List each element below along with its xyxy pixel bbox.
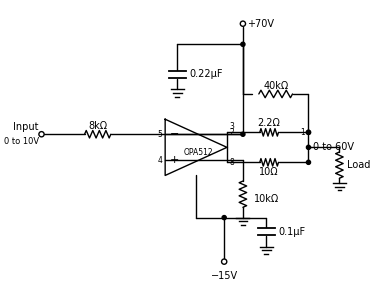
Text: 3: 3: [230, 122, 235, 131]
Text: 5: 5: [157, 130, 162, 139]
Text: −15V: −15V: [211, 271, 238, 281]
Circle shape: [307, 130, 311, 134]
Text: 4: 4: [157, 156, 162, 165]
Circle shape: [240, 21, 246, 26]
Text: 8: 8: [230, 158, 234, 167]
Circle shape: [241, 132, 245, 136]
Text: 2.2Ω: 2.2Ω: [258, 118, 280, 128]
Text: 2: 2: [230, 128, 234, 137]
Text: OPA512: OPA512: [184, 147, 214, 157]
Text: Load: Load: [347, 160, 370, 170]
Text: 1: 1: [300, 128, 305, 137]
Circle shape: [222, 259, 227, 264]
Text: 10Ω: 10Ω: [259, 167, 279, 177]
Text: −: −: [170, 129, 179, 139]
Text: 8kΩ: 8kΩ: [88, 121, 107, 131]
Circle shape: [307, 130, 311, 134]
Text: 0.1μF: 0.1μF: [279, 227, 306, 237]
Text: 40kΩ: 40kΩ: [263, 81, 288, 90]
Text: +70V: +70V: [247, 19, 274, 29]
Circle shape: [39, 131, 44, 137]
Text: 0 to 10V: 0 to 10V: [4, 137, 39, 146]
Text: Input: Input: [13, 122, 39, 132]
Circle shape: [307, 145, 311, 149]
Circle shape: [222, 216, 226, 220]
Circle shape: [241, 42, 245, 46]
Circle shape: [307, 160, 311, 164]
Text: 10kΩ: 10kΩ: [254, 194, 279, 204]
Text: 0 to 60V: 0 to 60V: [313, 142, 354, 152]
Text: 0.22μF: 0.22μF: [189, 69, 223, 79]
Text: +: +: [170, 155, 179, 166]
